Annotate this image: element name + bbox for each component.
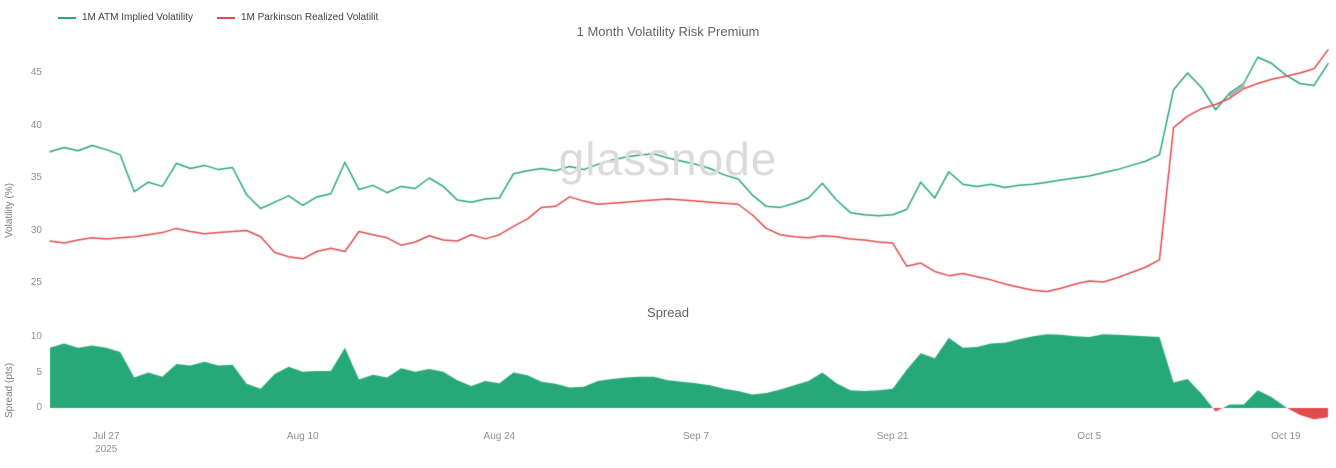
implied-volatility-line-swatch [58,16,76,19]
x-tick-label: Jul 27 [92,431,120,442]
volatility-y-tick-label: 30 [30,224,42,236]
chart-title: 1 Month Volatility Risk Premium [576,24,760,39]
volatility-y-tick-label: 25 [30,277,42,288]
spread-y-tick-label: 5 [36,366,42,378]
x-tick-sub-label: 2025 [95,444,118,455]
legend-label-implied-volatility: 1M ATM Implied Volatility [82,12,193,23]
volatility-axis-title: Volatility (%) [4,182,15,238]
legend-item-realized-volatility[interactable]: 1M Parkinson Realized Volatilit [216,12,379,23]
x-tick-label: Aug 10 [286,431,319,442]
volatility-y-tick-label: 35 [30,172,42,183]
volatility-y-tick-label: 40 [30,119,42,131]
x-tick-label: Oct 5 [1077,431,1102,442]
x-tick-label: Sep 7 [682,431,710,442]
volatility-y-tick-label: 45 [30,67,42,78]
glassnode-watermark: glassnode [558,133,778,185]
spread-axis-title: Spread (pts) [4,362,15,418]
x-tick-label: Oct 19 [1271,431,1301,442]
spread-y-tick-label: 10 [30,331,42,342]
x-tick-label: Sep 21 [876,431,909,442]
legend-label-realized-volatility: 1M Parkinson Realized Volatilit [240,12,379,23]
legend-item-implied-volatility[interactable]: 1M ATM Implied Volatility [58,12,193,23]
spread-y-tick-label: 0 [36,402,42,413]
spread-panel-title: Spread [647,305,689,320]
realized-volatility-line-swatch [216,16,235,19]
chart-legend: 1M ATM Implied Volatility 1M Parkinson R… [58,12,378,23]
x-tick-label: Aug 24 [483,431,516,442]
